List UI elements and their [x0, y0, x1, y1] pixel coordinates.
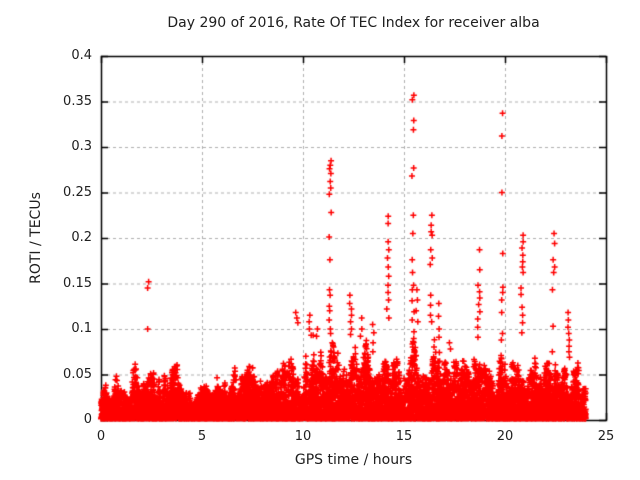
x-tick-label: 15	[395, 429, 413, 444]
x-axis-label: GPS time / hours	[294, 452, 413, 468]
y-tick-label: 0.2	[71, 230, 92, 245]
x-tick-label: 0	[96, 429, 106, 444]
x-tick-label: 25	[597, 429, 615, 444]
x-tick-label: 20	[496, 429, 514, 444]
y-tick-label: 0.15	[63, 275, 92, 291]
y-tick-label: 0.25	[63, 184, 92, 200]
y-tick-label: 0.1	[71, 321, 92, 336]
y-tick-label: 0.4	[71, 48, 92, 63]
chart-title: Day 290 of 2016, Rate Of TEC Index for r…	[167, 15, 540, 31]
y-tick-label: 0.35	[63, 93, 92, 109]
x-tick-label: 10	[294, 429, 312, 444]
x-tick-label: 5	[197, 429, 207, 444]
y-tick-label: 0	[83, 412, 92, 427]
y-tick-label: 0.3	[71, 139, 92, 154]
y-tick-label: 0.05	[63, 366, 92, 382]
